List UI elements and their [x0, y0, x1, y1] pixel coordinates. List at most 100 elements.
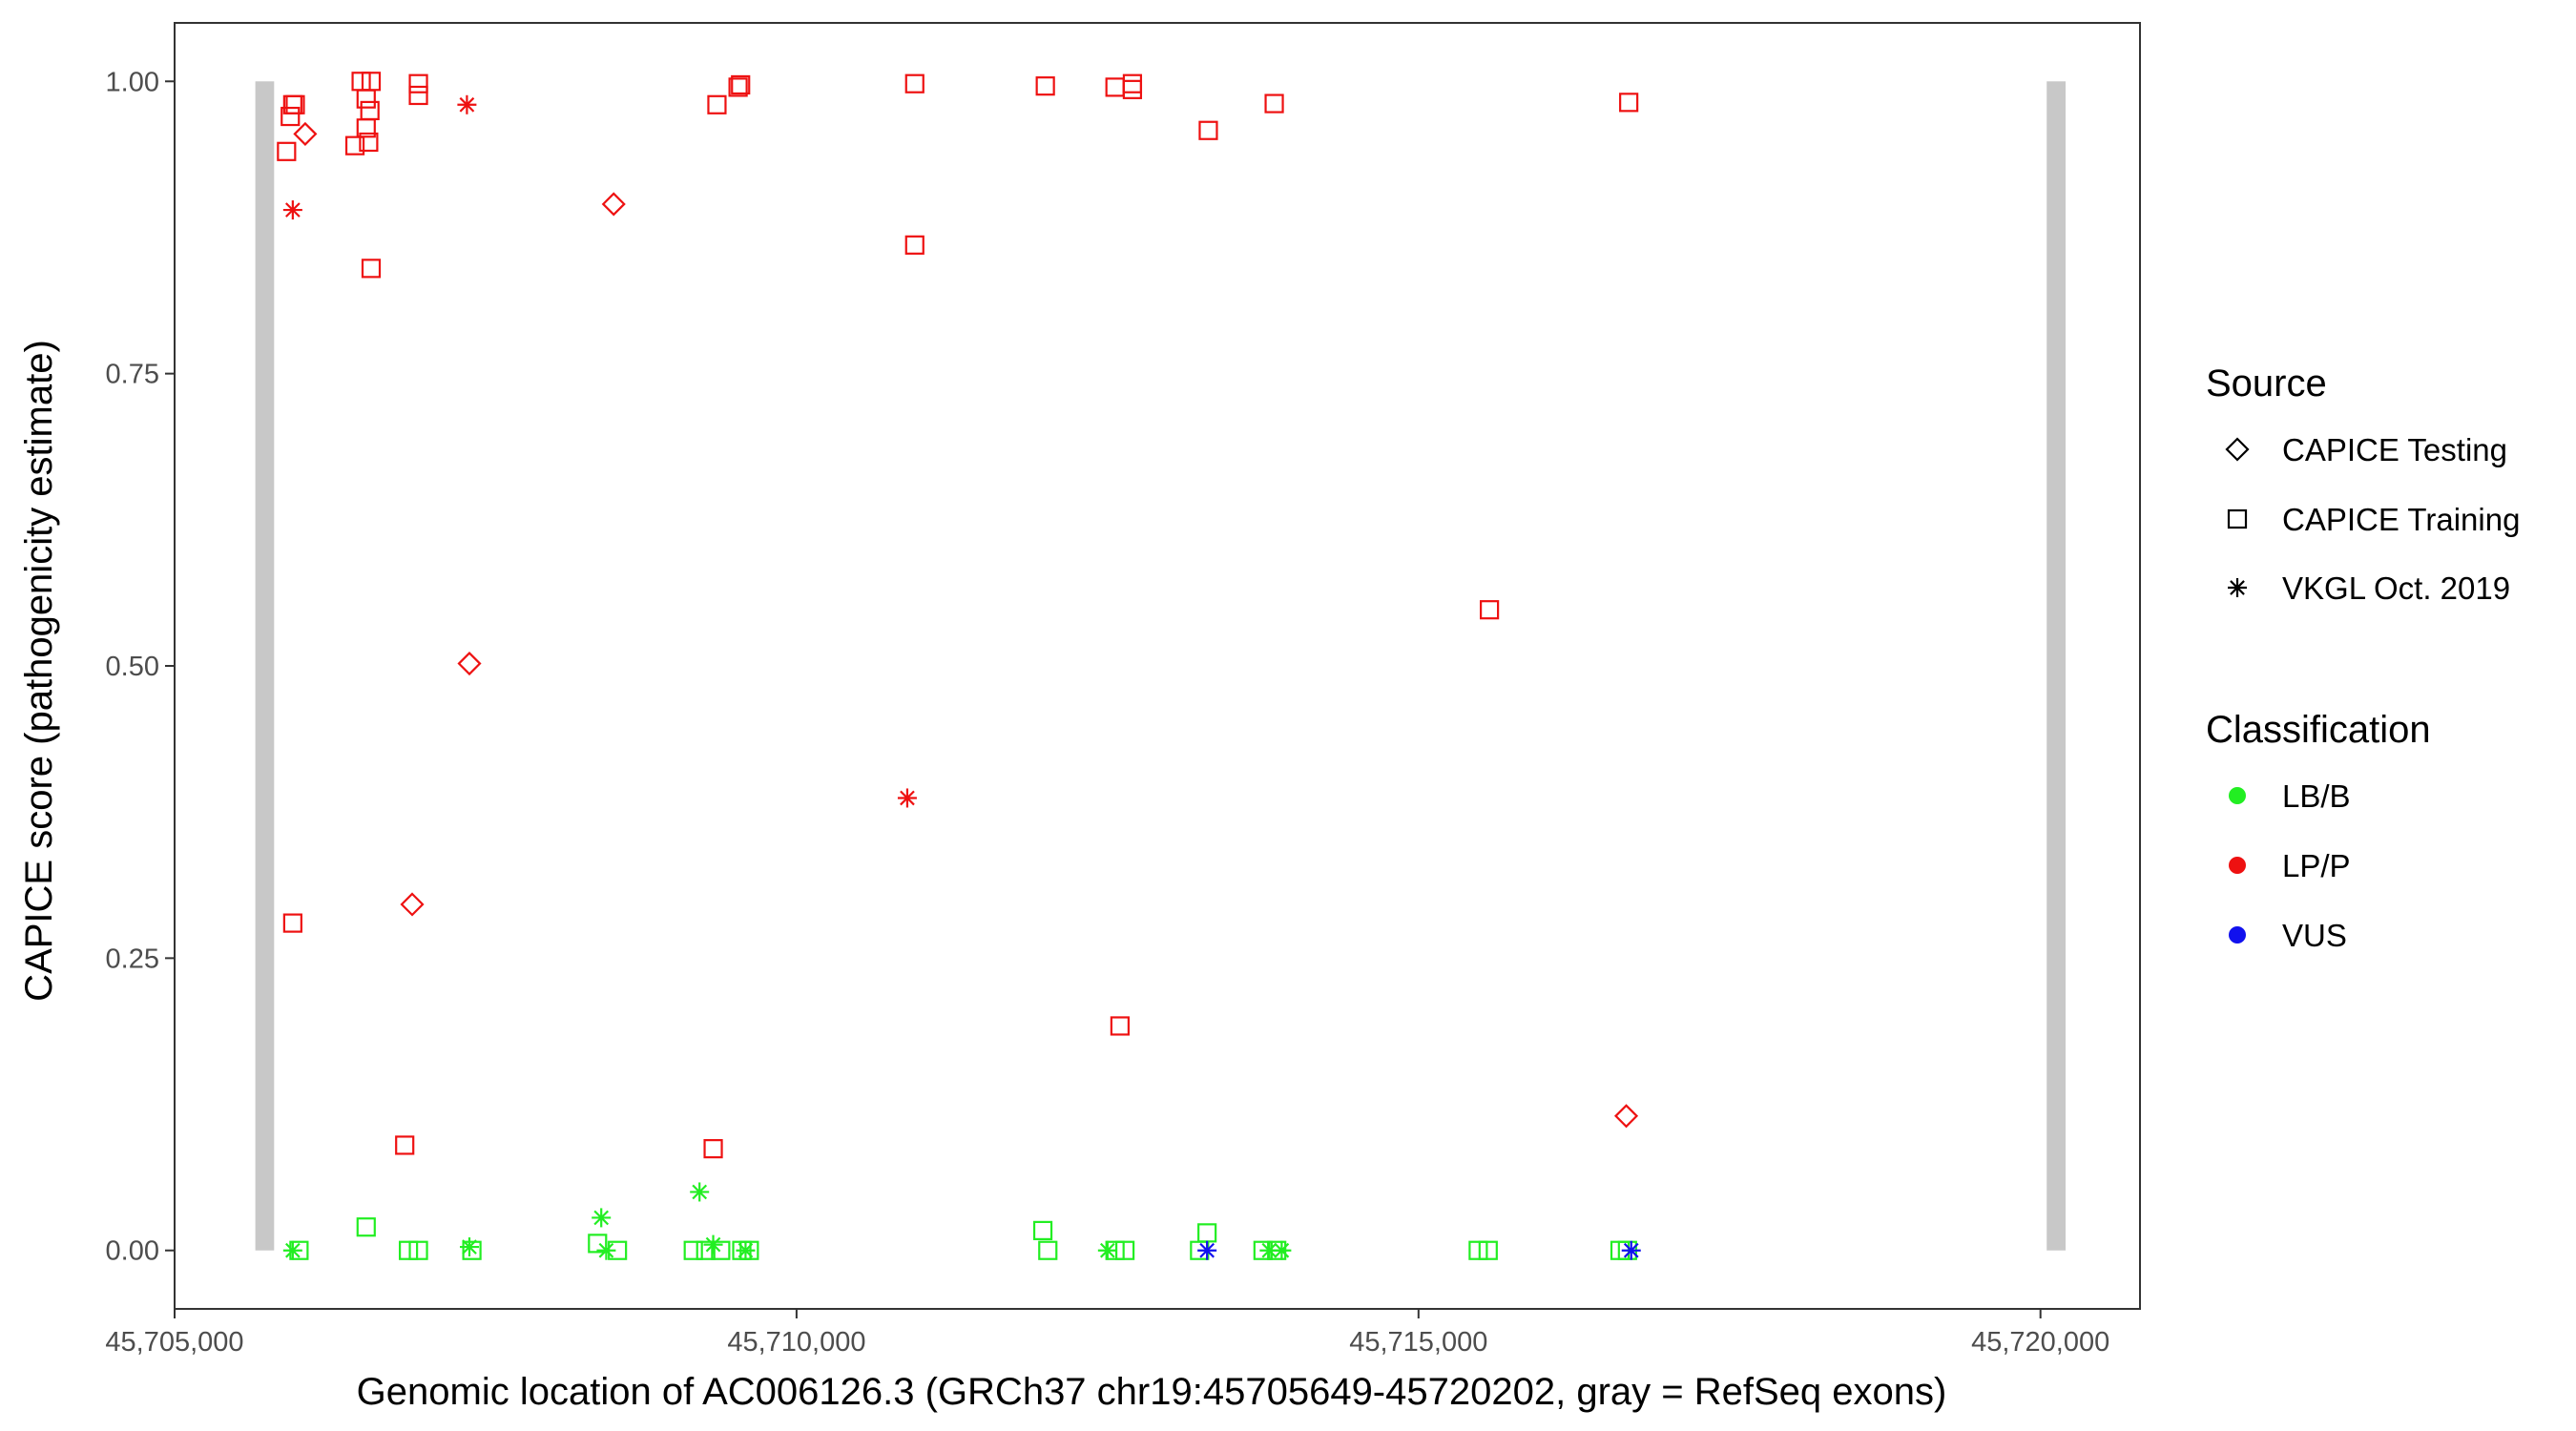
data-point-square: [696, 1240, 716, 1260]
legend-dot-icon: [2229, 857, 2246, 874]
legend-class-label: LP/P: [2282, 848, 2351, 883]
exon-bar: [255, 81, 275, 1251]
data-point-square: [361, 259, 382, 279]
data-point-diamond: [601, 192, 626, 217]
y-tick-label: 0.75: [106, 360, 159, 390]
legend-class-item-lpp: LP/P: [2229, 848, 2351, 883]
data-point-asterisk: [690, 1182, 710, 1202]
data-point-square: [1619, 93, 1639, 113]
data-point-square: [399, 1240, 419, 1260]
legend-class-item-lbb: LB/B: [2229, 778, 2351, 814]
legend-square-icon: [2227, 508, 2248, 529]
x-tick-label: 45,705,000: [105, 1327, 243, 1358]
legend-class-item-vus: VUS: [2229, 918, 2347, 953]
data-point-asterisk: [1272, 1240, 1292, 1260]
data-point-square: [280, 106, 301, 127]
data-point-diamond: [1613, 1104, 1639, 1129]
data-point-square: [1110, 1016, 1130, 1036]
data-point-square: [356, 118, 376, 138]
data-point-square: [1115, 1240, 1135, 1260]
data-point-square: [351, 72, 371, 92]
data-point-asterisk: [592, 1208, 612, 1228]
data-point-asterisk: [736, 1240, 756, 1260]
data-point-square: [703, 1139, 723, 1159]
plot-panel-border: [174, 22, 2141, 1310]
data-point-square: [361, 72, 382, 92]
data-point-square: [1198, 120, 1218, 140]
legend: Source CAPICE Testing CAPICE Training VK…: [2206, 363, 2520, 953]
data-point-square: [395, 1135, 415, 1155]
legend-class-label: LB/B: [2282, 778, 2351, 814]
y-axis-title: CAPICE score (pathogenicity estimate): [18, 340, 60, 1002]
data-point-asterisk: [1097, 1240, 1117, 1260]
data-point-diamond: [400, 892, 425, 917]
data-point-square: [1035, 76, 1055, 96]
data-point-square: [608, 1240, 628, 1260]
legend-source-item-vkgl: VKGL Oct. 2019: [2228, 570, 2510, 606]
data-point-square: [1105, 77, 1125, 97]
data-point-square: [344, 135, 365, 156]
legend-classification-title: Classification: [2206, 709, 2431, 751]
legend-asterisk-icon: [2228, 578, 2247, 597]
legend-diamond-icon: [2225, 437, 2250, 462]
data-point-square: [360, 100, 380, 121]
data-point-square: [408, 1240, 428, 1260]
data-point-asterisk: [596, 1240, 616, 1260]
data-point-square: [683, 1240, 703, 1260]
data-point-diamond: [293, 121, 318, 146]
x-tick-label: 45,715,000: [1349, 1327, 1487, 1358]
data-point-square: [1032, 1220, 1053, 1240]
legend-diamond-icon: [2225, 437, 2250, 462]
data-point-square: [1480, 600, 1500, 620]
legend-source-title: Source: [2206, 363, 2327, 404]
data-point-square: [408, 73, 428, 93]
exon-bars: [255, 81, 2067, 1251]
data-point-square: [408, 85, 428, 106]
x-tick-label: 45,720,000: [1971, 1327, 2109, 1358]
y-tick-label: 0.25: [106, 944, 159, 974]
exon-bar: [2046, 81, 2067, 1251]
data-point-square: [731, 74, 751, 95]
data-point-asterisk: [897, 788, 917, 808]
data-point-square: [356, 89, 376, 109]
data-point-square: [1478, 1240, 1498, 1260]
legend-source-label: CAPICE Testing: [2282, 432, 2507, 467]
data-points: [277, 72, 1641, 1260]
data-point-square: [1468, 1240, 1488, 1260]
data-point-square: [739, 1240, 759, 1260]
axes: 45,705,000 45,710,000 45,715,000 45,720,000…: [105, 67, 2109, 1358]
y-tick-label: 0.50: [106, 652, 159, 682]
data-point-square: [277, 141, 297, 161]
data-point-square: [462, 1240, 482, 1260]
data-point-square: [1264, 93, 1284, 114]
x-axis-title: Genomic location of AC006126.3 (GRCh37 c…: [357, 1371, 1947, 1413]
data-point-asterisk: [457, 94, 477, 114]
data-point-square: [1122, 73, 1143, 93]
y-tick-label: 0.00: [106, 1236, 159, 1267]
data-point-asterisk: [282, 1240, 302, 1260]
y-tick-label: 1.00: [106, 67, 159, 97]
data-point-square: [1105, 1240, 1125, 1260]
data-point-diamond: [457, 651, 482, 676]
data-point-square: [282, 913, 302, 933]
x-tick-label: 45,710,000: [727, 1327, 865, 1358]
data-point-square: [356, 1217, 376, 1237]
data-point-square: [1038, 1240, 1058, 1260]
legend-source-item-training: CAPICE Training: [2227, 502, 2520, 537]
legend-source-item-testing: CAPICE Testing: [2225, 432, 2507, 467]
data-point-asterisk: [1197, 1240, 1217, 1260]
data-point-square: [728, 77, 748, 97]
data-point-asterisk: [703, 1234, 723, 1255]
data-point-square: [359, 132, 379, 153]
legend-asterisk-icon: [2228, 578, 2247, 597]
data-point-asterisk: [282, 200, 302, 220]
data-point-square: [904, 73, 924, 93]
legend-square-icon: [2227, 508, 2248, 529]
data-point-square: [711, 1240, 731, 1260]
legend-class-label: VUS: [2282, 918, 2347, 953]
data-point-asterisk: [1621, 1240, 1641, 1260]
data-point-square: [904, 235, 924, 255]
legend-dot-icon: [2229, 787, 2246, 804]
legend-source-label: CAPICE Training: [2282, 502, 2520, 537]
